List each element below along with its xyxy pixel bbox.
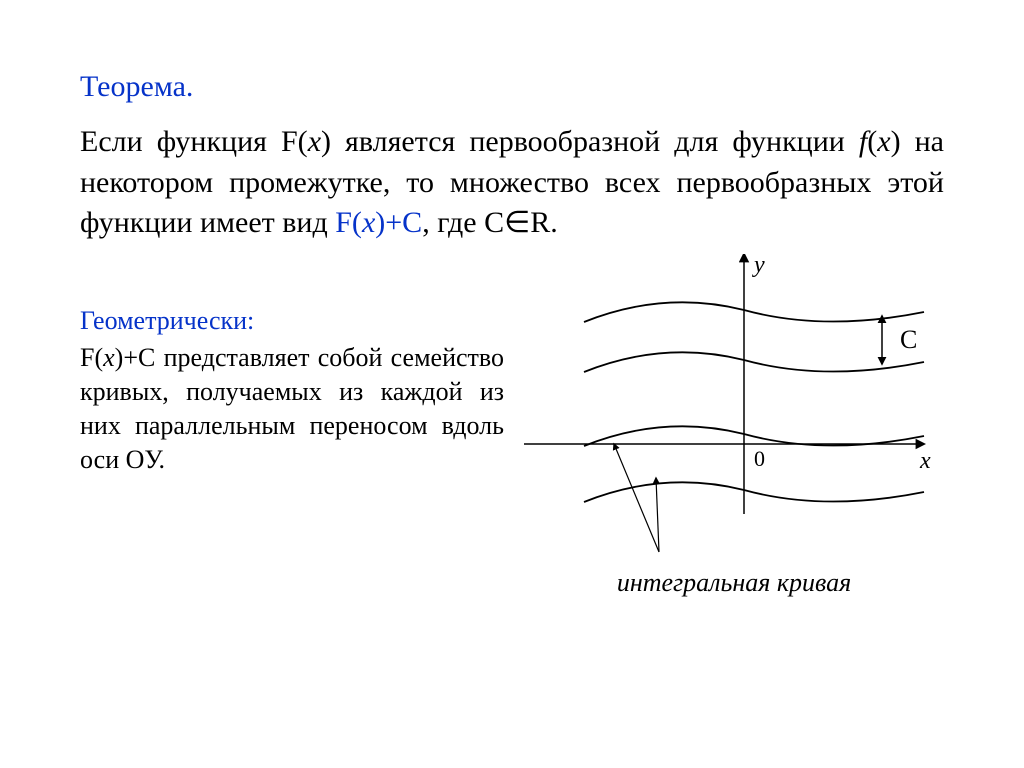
x-axis-label: x (919, 448, 931, 474)
geometric-body: F(x)+C представляет собой семейство крив… (80, 341, 504, 476)
integral-curve (584, 352, 924, 372)
text: , где C∈R. (422, 206, 558, 239)
integral-curve (584, 482, 924, 502)
curves (584, 302, 924, 502)
formula-F: F( (335, 206, 362, 239)
formula-rest: )+C (375, 206, 422, 239)
var-x: x (103, 343, 115, 372)
content-row: Геометрически: F(x)+C представляет собой… (80, 274, 944, 598)
figure: y x 0 C интегральная кривая (524, 254, 944, 598)
callout-arrow (614, 444, 659, 552)
text: )+C представляет собой семейство кривых,… (80, 343, 504, 473)
theorem-body: Если функция F(x) является первообразной… (80, 122, 944, 244)
var-x: x (877, 125, 890, 158)
geometric-block: Геометрически: F(x)+C представляет собой… (80, 274, 524, 477)
var-x: x (308, 125, 321, 158)
text: Если функция F( (80, 125, 308, 158)
origin-label: 0 (754, 446, 765, 471)
figure-caption: интегральная кривая (524, 568, 944, 598)
integral-curve (584, 302, 924, 322)
text: F( (80, 343, 103, 372)
var-f: f (859, 125, 867, 158)
integral-curve (584, 426, 924, 446)
c-label: C (900, 325, 917, 354)
text: ( (867, 125, 877, 158)
text: ) является первообразной для функции (321, 125, 859, 158)
formula-x: x (362, 206, 375, 239)
graph: y x 0 C (524, 254, 944, 564)
y-axis-label: y (752, 254, 765, 278)
theorem-title: Теорема. (80, 70, 944, 104)
geometric-title: Геометрически: (80, 304, 504, 338)
callout-arrow (656, 478, 659, 552)
page: Теорема. Если функция F(x) является перв… (0, 0, 1024, 638)
formula: F(x)+C (335, 206, 422, 239)
